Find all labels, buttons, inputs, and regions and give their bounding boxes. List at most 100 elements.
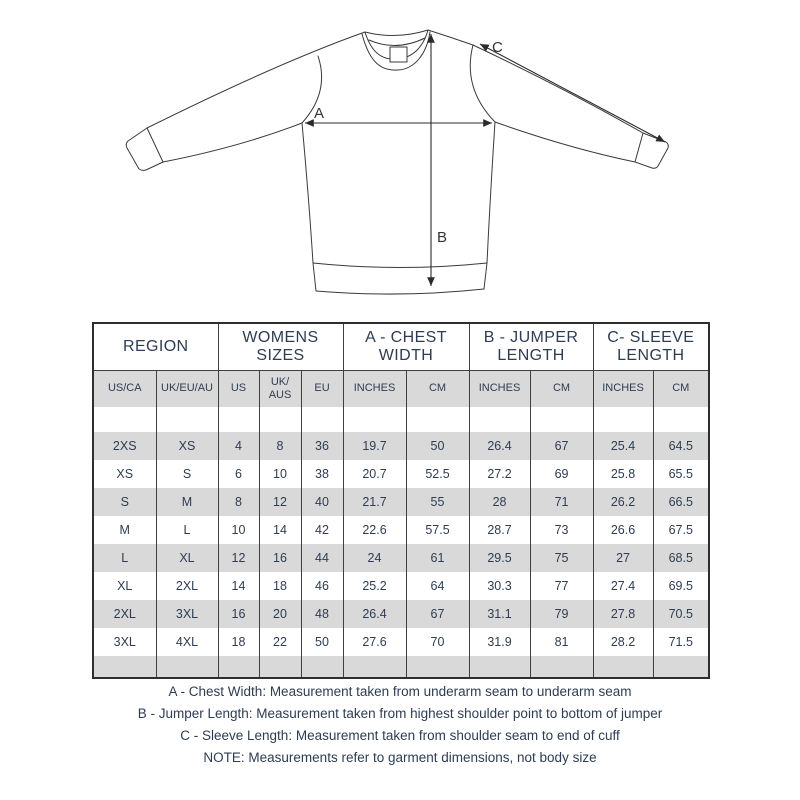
measure-label-b: B — [437, 229, 447, 246]
table-row: M L 10 14 42 22.6 57.5 28.7 73 26.6 67.5 — [93, 516, 710, 544]
size-cell: 18 — [217, 628, 259, 656]
size-cell: XL — [117, 579, 133, 593]
size-cell: 64.5 — [652, 432, 710, 460]
col-group-jumper-length: B - JUMPER LENGTH — [468, 323, 594, 371]
size-cell: 10 — [217, 516, 259, 544]
size-cell: 75 — [529, 544, 594, 572]
subheader-us: US — [217, 370, 259, 407]
size-cell: 8 — [258, 432, 301, 460]
size-cell: 71 — [529, 488, 594, 516]
left-sleeve-top-edge — [146, 31, 366, 129]
spacer-cell — [342, 656, 406, 678]
spacer-cell — [300, 407, 343, 432]
subheader-length-cm: CM — [529, 370, 594, 407]
measure-arrow-c — [479, 43, 666, 143]
size-cell: 50 — [300, 628, 343, 656]
table-row: XL 2XL 14 18 46 25.2 64 30.3 77 27.4 69.5 — [93, 572, 710, 600]
right-armhole-seam — [469, 44, 496, 123]
size-cell: 22 — [258, 628, 301, 656]
size-cell: 27.4 — [592, 572, 654, 600]
size-cell: 77 — [529, 572, 594, 600]
size-cell: 16 — [258, 544, 301, 572]
size-cell: 50 — [405, 432, 470, 460]
collar-back-top-edge — [364, 29, 429, 37]
size-cell: 42 — [300, 516, 343, 544]
size-cell: XL — [155, 544, 218, 572]
size-cell: 19.7 — [342, 432, 406, 460]
table-spacer-row-bottom — [93, 656, 710, 678]
size-cell: 28.2 — [592, 628, 654, 656]
size-cell: S — [93, 488, 156, 516]
table-row: L XL 12 16 44 24 61 29.5 75 27 68.5 — [93, 544, 710, 572]
spacer-cell — [300, 656, 343, 678]
size-cell: S — [155, 460, 218, 488]
size-cell: 48 — [300, 600, 343, 628]
size-cell: 27.8 — [592, 600, 654, 628]
table-group-header-row: REGION WOMENS SIZES A - CHEST WIDTH B - … — [93, 323, 710, 371]
size-cell: 20 — [258, 600, 301, 628]
body-left-edge — [301, 122, 314, 264]
size-cell: 20.7 — [342, 460, 406, 488]
size-cell: 69 — [529, 460, 594, 488]
size-cell: M — [155, 488, 218, 516]
size-cell: 25.2 — [342, 572, 406, 600]
size-cell: 81 — [529, 628, 594, 656]
size-cell: 2XL — [155, 572, 218, 600]
spacer-cell — [258, 407, 301, 432]
col-group-region: REGION — [93, 323, 218, 371]
size-cell: 3XL — [155, 600, 218, 628]
size-cell: 68.5 — [652, 544, 710, 572]
size-cell: 25.4 — [592, 432, 654, 460]
size-cell: 71.5 — [652, 628, 710, 656]
col-group-sleeve-length: C- SLEEVE LENGTH — [592, 323, 710, 371]
hem-band-right-edge — [483, 262, 488, 290]
size-cell: 26.4 — [342, 600, 406, 628]
size-cell: 40 — [300, 488, 343, 516]
spacer-cell — [468, 656, 531, 678]
size-cell: XS — [155, 432, 218, 460]
jumper-diagram: A B C — [125, 29, 669, 295]
left-armhole-seam — [301, 55, 323, 124]
size-cell: 67 — [405, 600, 470, 628]
size-cell: L — [155, 516, 218, 544]
size-cell: 28.7 — [468, 516, 531, 544]
table-row: 2XS XS 4 8 36 19.7 50 26.4 67 25.4 64.5 — [93, 432, 710, 460]
size-cell: 26.2 — [592, 488, 654, 516]
size-cell: 21.7 — [342, 488, 406, 516]
size-chart-table: REGION WOMENS SIZES A - CHEST WIDTH B - … — [92, 322, 711, 679]
left-cuff — [125, 127, 164, 171]
table-subheader-row: US/CA UK/EU/AU US UK/ AUS EU INCHES CM I… — [93, 370, 710, 407]
hem-band-bottom-edge — [315, 288, 485, 295]
size-cell: XS — [116, 467, 134, 481]
size-cell: 26.4 — [468, 432, 531, 460]
spacer-cell — [155, 656, 218, 678]
size-cell: 2XL — [93, 600, 156, 628]
size-cell: 22.6 — [342, 516, 406, 544]
right-cuff — [634, 132, 669, 169]
size-cell: 31.9 — [468, 628, 531, 656]
measure-label-c: C — [492, 39, 503, 56]
collar-outer-seam — [361, 31, 431, 71]
neck-label-tag — [389, 46, 408, 63]
size-cell: 4 — [217, 432, 259, 460]
spacer-cell — [217, 656, 259, 678]
size-cell: 12 — [217, 544, 259, 572]
size-cell: 52.5 — [405, 460, 470, 488]
col-group-womens-sizes: WOMENS SIZES — [217, 323, 343, 371]
spacer-cell — [652, 656, 710, 678]
hem-band-top-seam — [312, 262, 488, 268]
size-cell: 25.8 — [592, 460, 654, 488]
size-cell: 4XL — [155, 628, 218, 656]
size-cell: 73 — [529, 516, 594, 544]
table-row: 2XL 3XL 16 20 48 26.4 67 31.1 79 27.8 70.5 — [93, 600, 710, 628]
spacer-cell — [155, 407, 218, 432]
size-cell: 65.5 — [652, 460, 710, 488]
size-cell: 55 — [405, 488, 470, 516]
subheader-us-ca: US/CA — [93, 370, 156, 407]
spacer-cell — [342, 407, 406, 432]
size-cell: 16 — [217, 600, 259, 628]
size-cell: 27.2 — [468, 460, 531, 488]
size-cell: 31.1 — [468, 600, 531, 628]
size-cell: 10 — [258, 460, 301, 488]
size-cell: 70 — [405, 628, 470, 656]
